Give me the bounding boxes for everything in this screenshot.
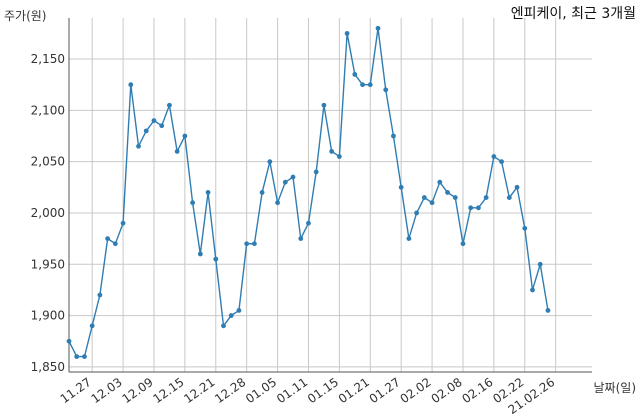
- price-point: [468, 205, 474, 211]
- price-point: [252, 241, 257, 247]
- x-tick-label: 12.03: [89, 375, 125, 406]
- price-point: [82, 354, 87, 360]
- x-tick-label: 02.16: [459, 375, 495, 406]
- price-point: [105, 236, 111, 242]
- price-point: [151, 118, 157, 124]
- price-point: [499, 159, 504, 165]
- x-tick-label: 01.11: [274, 375, 310, 406]
- y-tick-label: 1,950: [31, 257, 65, 271]
- price-point: [491, 154, 497, 159]
- price-point: [483, 195, 489, 200]
- price-point: [429, 200, 435, 206]
- price-point: [514, 184, 520, 190]
- x-tick-label: 12.28: [212, 375, 248, 406]
- y-tick-labels: 1,850 1,900 1,950 2,000 2,050 2,100 2,150: [31, 52, 65, 374]
- y-axis-unit-label: 주가(원): [4, 9, 46, 23]
- price-point: [182, 133, 188, 139]
- price-point: [476, 205, 481, 211]
- y-tick-label: 2,050: [31, 155, 65, 169]
- price-point: [545, 308, 551, 313]
- price-point: [522, 225, 528, 231]
- x-tick-label: 12.21: [181, 375, 217, 406]
- price-point: [228, 313, 234, 318]
- price-point: [460, 241, 466, 247]
- price-point: [136, 143, 141, 149]
- price-point: [445, 190, 450, 195]
- y-tick-label: 1,900: [31, 309, 65, 323]
- price-point: [120, 220, 126, 226]
- price-point: [383, 87, 389, 93]
- price-point: [89, 323, 95, 329]
- price-point: [306, 220, 311, 226]
- price-point: [74, 354, 80, 360]
- x-tick-label: 01.21: [336, 375, 372, 406]
- x-tick-label: 12.15: [150, 375, 186, 406]
- x-tick-label: 11.27: [58, 375, 94, 406]
- y-tick-label: 2,000: [31, 206, 65, 220]
- x-tick-label: 01.05: [243, 375, 279, 406]
- price-point: [128, 82, 134, 88]
- price-point: [112, 241, 118, 247]
- price-point: [244, 241, 250, 247]
- price-point: [375, 25, 381, 31]
- price-point: [329, 148, 335, 154]
- price-point: [360, 82, 365, 88]
- grid-lines: [69, 18, 592, 372]
- price-point: [143, 128, 149, 134]
- price-point: [367, 82, 373, 88]
- price-point: [236, 308, 242, 313]
- axes: [68, 18, 592, 373]
- x-tick-label: 12.09: [120, 375, 156, 406]
- x-tick-label: 02.02: [398, 375, 434, 406]
- price-point: [267, 159, 273, 165]
- price-point: [321, 102, 327, 108]
- chart-title: 엔피케이, 최근 3개월: [511, 6, 636, 22]
- price-point: [174, 148, 180, 154]
- price-points: [66, 25, 551, 360]
- price-point: [275, 200, 280, 206]
- x-axis-unit-label: 날짜(일): [594, 381, 636, 395]
- price-point: [282, 179, 288, 185]
- y-tick-label: 2,100: [31, 103, 65, 117]
- x-tick-label: 02.08: [429, 375, 465, 406]
- price-point: [406, 236, 412, 242]
- price-point: [97, 292, 103, 298]
- price-point: [213, 256, 219, 262]
- x-tick-label: 01.15: [305, 375, 341, 406]
- price-point: [537, 261, 543, 267]
- price-point: [391, 133, 396, 139]
- price-point: [336, 154, 342, 159]
- x-tick-label: 01.27: [367, 375, 403, 406]
- y-tick-label: 2,150: [31, 52, 65, 66]
- price-point: [352, 72, 358, 77]
- price-point: [530, 287, 535, 293]
- price-point: [506, 195, 512, 200]
- price-point: [414, 210, 420, 216]
- price-point: [197, 251, 203, 257]
- price-point: [190, 200, 196, 206]
- price-point: [398, 184, 404, 190]
- y-tick-label: 1,850: [31, 360, 65, 374]
- x-tick-labels: 11.2712.0312.0912.1512.2112.2801.0501.11…: [58, 375, 558, 417]
- price-point: [421, 195, 427, 200]
- price-point: [205, 190, 211, 195]
- price-point: [290, 174, 296, 180]
- price-point: [344, 30, 350, 36]
- price-point: [437, 179, 443, 185]
- price-point: [313, 169, 319, 175]
- price-point: [452, 195, 458, 200]
- price-point: [167, 102, 172, 108]
- price-point: [259, 190, 265, 195]
- price-point: [298, 236, 304, 242]
- price-point: [66, 338, 72, 344]
- price-point: [159, 123, 165, 129]
- price-point: [221, 323, 226, 329]
